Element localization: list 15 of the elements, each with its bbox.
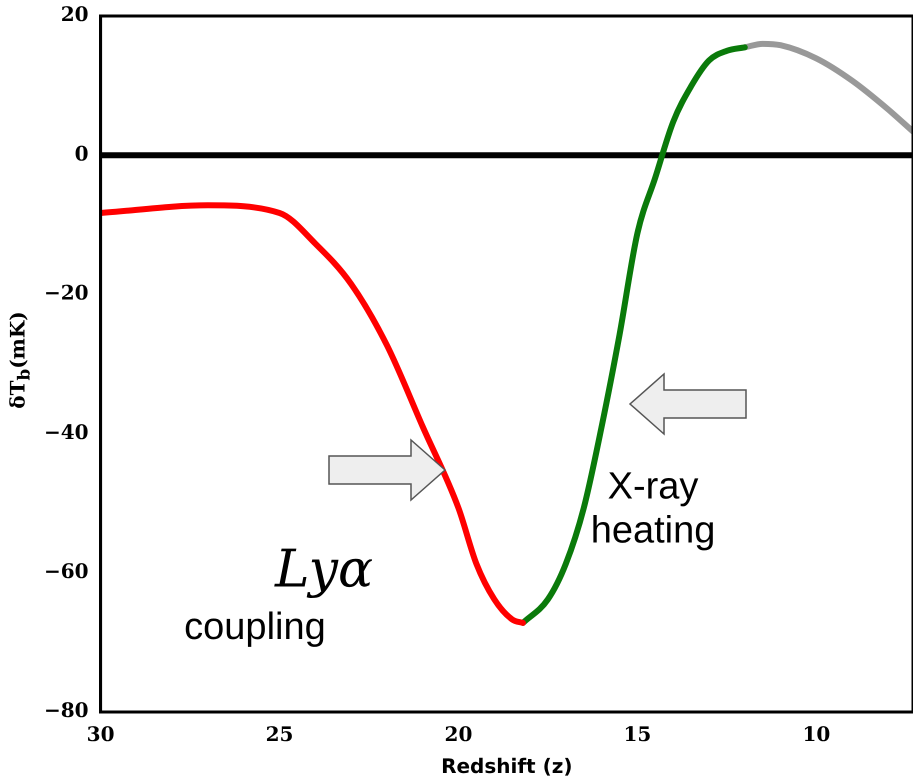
x-tick-label: 15	[624, 722, 652, 746]
x-tick-label: 30	[86, 722, 115, 746]
x-tick-label: 20	[444, 722, 472, 746]
y-tick-label: −80	[44, 698, 89, 722]
annotation: X-ray heating	[590, 466, 716, 552]
y-tick-label: 20	[60, 2, 89, 26]
x-tick-label: 10	[802, 722, 830, 746]
y-tick-label: −60	[44, 559, 89, 584]
annotation: Lyα	[274, 539, 374, 600]
annotation: coupling	[184, 606, 326, 648]
x-tick-label: 25	[266, 722, 294, 746]
y-tick-label: −40	[44, 420, 89, 444]
x-axis-title: Redshift (z)	[441, 754, 573, 778]
y-tick-label: 0	[74, 141, 89, 166]
y-tick-label: −20	[44, 280, 89, 305]
